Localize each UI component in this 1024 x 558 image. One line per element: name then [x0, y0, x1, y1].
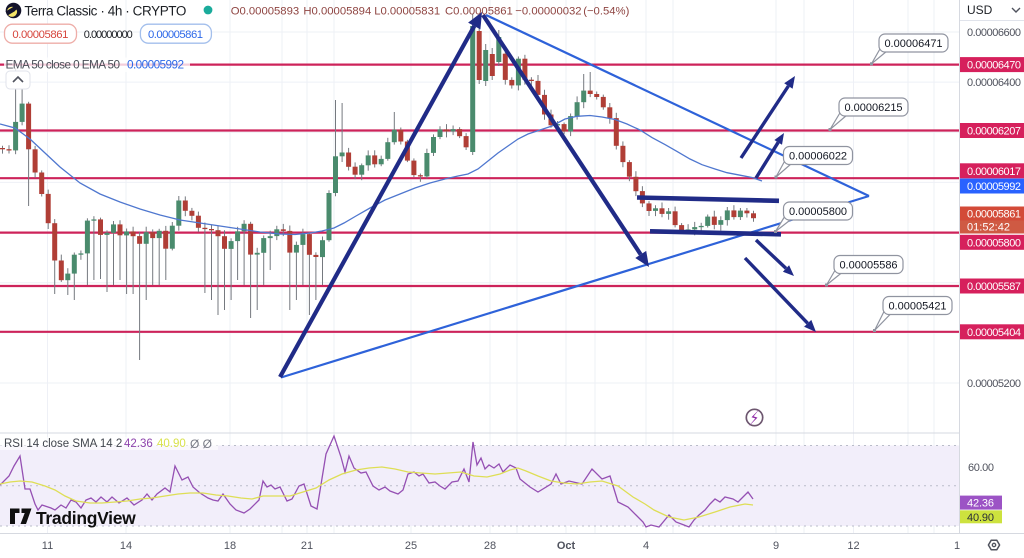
svg-text:EMA 50 close 0 EMA 50: EMA 50 close 0 EMA 50	[6, 58, 121, 72]
svg-text:RSI 14 close SMA 14 2: RSI 14 close SMA 14 2	[4, 438, 122, 450]
svg-text:0.00005861: 0.00005861	[967, 209, 1021, 221]
svg-text:0.00005404: 0.00005404	[967, 327, 1021, 339]
svg-text:0.00006017: 0.00006017	[967, 166, 1021, 178]
svg-text:Ø Ø: Ø Ø	[190, 437, 212, 451]
svg-text:0.00005861: 0.00005861	[148, 29, 203, 41]
svg-text:0.00006215: 0.00006215	[844, 102, 902, 114]
svg-text:0.00005992: 0.00005992	[967, 181, 1021, 193]
svg-text:9: 9	[773, 540, 779, 552]
svg-text:40.90: 40.90	[157, 438, 186, 450]
svg-text:21: 21	[301, 540, 313, 552]
svg-text:0.00006600: 0.00006600	[967, 27, 1021, 39]
svg-text:18: 18	[224, 540, 236, 552]
svg-text:11: 11	[42, 540, 53, 552]
svg-text:40.90: 40.90	[967, 512, 994, 524]
svg-text:0.00006207: 0.00006207	[967, 126, 1021, 138]
svg-text:0.00005800: 0.00005800	[967, 237, 1021, 249]
svg-text:25: 25	[405, 540, 417, 552]
svg-text:Oct: Oct	[557, 540, 576, 552]
svg-text:0.00006471: 0.00006471	[884, 38, 942, 50]
svg-text:0.00005421: 0.00005421	[888, 301, 946, 313]
svg-text:0.00005992: 0.00005992	[127, 58, 184, 72]
svg-text:4: 4	[643, 540, 649, 552]
svg-text:14: 14	[120, 540, 132, 552]
svg-text:0.00006400: 0.00006400	[967, 77, 1021, 89]
svg-text:60.00: 60.00	[968, 462, 994, 474]
svg-text:0.00000000: 0.00000000	[84, 29, 133, 41]
svg-text:0.00005587: 0.00005587	[967, 281, 1021, 293]
svg-text:01:52:42: 01:52:42	[967, 222, 1010, 234]
svg-text:1: 1	[954, 540, 960, 552]
svg-text:Terra Classic · 4h · CRYPTO: Terra Classic · 4h · CRYPTO	[24, 4, 186, 19]
svg-text:28: 28	[484, 540, 496, 552]
svg-text:0.00005586: 0.00005586	[839, 260, 897, 272]
svg-text:0.00006470: 0.00006470	[967, 60, 1021, 72]
svg-text:42.36: 42.36	[967, 498, 994, 510]
svg-text:0.00005800: 0.00005800	[789, 206, 847, 218]
svg-text:42.36: 42.36	[124, 438, 153, 450]
svg-text:0.00005200: 0.00005200	[967, 378, 1021, 390]
svg-text:12: 12	[847, 540, 859, 552]
svg-text:TradingView: TradingView	[36, 508, 136, 528]
svg-text:0.00005861: 0.00005861	[12, 29, 68, 41]
svg-text:0.00006022: 0.00006022	[789, 151, 847, 163]
svg-text:USD: USD	[967, 3, 993, 17]
